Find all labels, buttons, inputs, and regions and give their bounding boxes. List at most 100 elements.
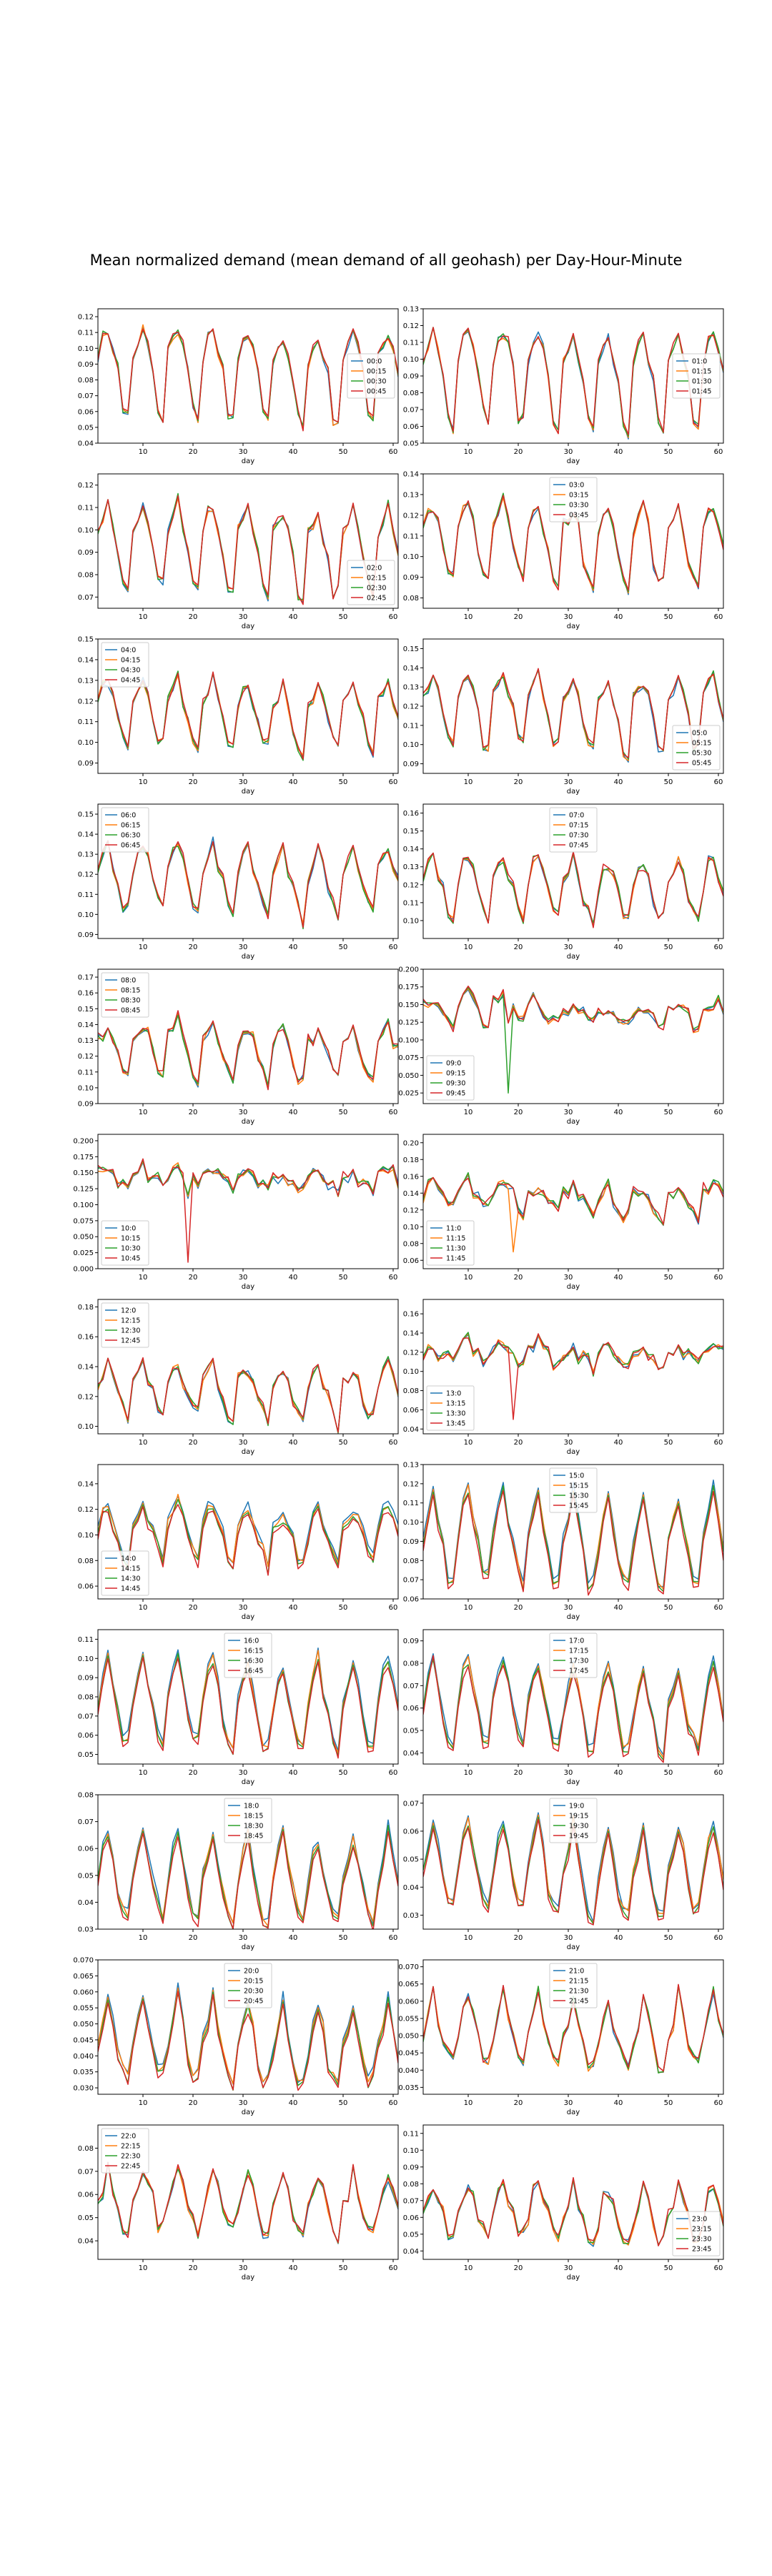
series-group bbox=[98, 324, 398, 432]
x-tick-label: 50 bbox=[664, 1934, 673, 1942]
y-tick-label: 0.16 bbox=[78, 1334, 94, 1342]
y-tick-label: 0.14 bbox=[403, 846, 419, 853]
legend-entry: 03:30 bbox=[569, 502, 588, 510]
legend: 04:0 04:15 04:30 04:45 bbox=[101, 642, 149, 688]
axes-frame bbox=[97, 969, 399, 1104]
series-line-10:30 bbox=[98, 1159, 398, 1197]
y-tick-label: 0.045 bbox=[73, 2036, 94, 2044]
series-group bbox=[98, 1493, 398, 1576]
series-line-13:45 bbox=[423, 1333, 723, 1420]
y-tick-label: 0.150 bbox=[73, 1169, 94, 1177]
y-tick-label: 0.09 bbox=[78, 760, 94, 768]
y-tick-label: 0.09 bbox=[403, 761, 419, 768]
y-tick-label: 0.03 bbox=[78, 1926, 94, 1934]
y-tick-label: 0.12 bbox=[403, 322, 419, 330]
x-axis-label: day bbox=[567, 1943, 580, 1951]
series-group bbox=[98, 1356, 398, 1434]
y-tick-label: 0.18 bbox=[78, 1304, 94, 1312]
y-tick-label: 0.10 bbox=[403, 741, 419, 749]
subplot: 10 20 30 40 50 60day0.040.050.060.070.0822:02… bbox=[78, 2124, 399, 2282]
subplot: 10 20 30 40 50 60 day 0.000 0.025 0.050 0.075 0.100… bbox=[73, 1134, 399, 1291]
legend-entry: 15:0 bbox=[569, 1472, 584, 1480]
x-tick-label: 60 bbox=[389, 1769, 398, 1777]
legend-box bbox=[347, 560, 395, 605]
x-tick-label: 60 bbox=[714, 943, 723, 951]
legend-entry: 09:15 bbox=[446, 1070, 465, 1078]
y-tick-label: 0.08 bbox=[403, 1557, 419, 1565]
legend-box bbox=[549, 807, 598, 853]
x-axis-label: day bbox=[567, 788, 580, 796]
y-tick-label: 0.06 bbox=[78, 1846, 94, 1853]
x-tick-label: 10 bbox=[139, 448, 148, 456]
legend: 14:0 14:15 14:30 14:45 bbox=[101, 1550, 149, 1596]
y-tick-label: 0.070 bbox=[398, 1963, 419, 1971]
legend-entry: 13:30 bbox=[446, 1410, 465, 1418]
legend-entry: 13:0 bbox=[446, 1390, 461, 1398]
x-tick-label: 60 bbox=[389, 778, 398, 786]
y-tick-label: 0.10 bbox=[403, 553, 419, 561]
legend-entry: 04:15 bbox=[121, 657, 140, 665]
legend: 13:0 13:15 13:30 13:45 bbox=[426, 1385, 475, 1431]
legend-entry: 23:30 bbox=[692, 2236, 711, 2244]
subplot: 10 20 30 40 50 60 day 0.05 0.06 0.07 0.08 0.09 0.10 0… bbox=[78, 1629, 399, 1786]
legend: 07:0 07:15 07:30 07:45 bbox=[549, 807, 598, 853]
subplot: 10 20 30 40 50 60 day 0.04 0.05 0.06 0.07 0.08 0.09 0… bbox=[403, 2124, 724, 2282]
y-tick-label: 0.04 bbox=[78, 440, 94, 448]
x-tick-label: 10 bbox=[139, 1439, 148, 1447]
legend: 19:0 19:15 19:30 19:45 bbox=[549, 1798, 598, 1843]
legend-box bbox=[672, 353, 721, 399]
legend-entry: 08:15 bbox=[121, 987, 140, 995]
legend-entry: 23:15 bbox=[692, 2226, 711, 2234]
legend: 08:0 08:15 08:30 08:45 bbox=[101, 972, 149, 1018]
legend-box bbox=[426, 1220, 475, 1266]
subplot: 10 20 30 40 50 60day0.060.080.100.120.1414:01… bbox=[78, 1464, 399, 1621]
x-tick-label: 30 bbox=[239, 943, 248, 951]
x-tick-label: 10 bbox=[464, 613, 473, 621]
x-tick-label: 20 bbox=[189, 613, 198, 621]
x-axis-label: day bbox=[242, 953, 254, 961]
x-tick-label: 60 bbox=[389, 613, 398, 621]
x-axis-label: day bbox=[242, 1943, 254, 1951]
series-group bbox=[423, 851, 723, 928]
y-tick-label: 0.05 bbox=[78, 1751, 94, 1759]
series-group bbox=[98, 1158, 398, 1263]
y-tick-label: 0.12 bbox=[403, 1207, 419, 1214]
y-tick-label: 0.14 bbox=[403, 665, 419, 673]
legend-entry: 23:0 bbox=[692, 2216, 707, 2224]
x-tick-label: 40 bbox=[289, 1109, 298, 1116]
subplot: 10 20 30 40 50 60 day 0.06 0.08 0.10 0.12 0.14 0.16 0… bbox=[403, 1134, 724, 1291]
y-tick-label: 0.11 bbox=[78, 1636, 94, 1644]
legend: 11:0 11:15 11:30 11:45 bbox=[426, 1220, 475, 1266]
y-tick-label: 0.11 bbox=[78, 505, 94, 512]
x-tick-label: 30 bbox=[239, 1274, 248, 1282]
x-tick-label: 50 bbox=[664, 1274, 673, 1282]
legend-entry: 22:0 bbox=[121, 2133, 136, 2141]
y-tick-label: 0.08 bbox=[78, 1694, 94, 1702]
y-tick-label: 0.09 bbox=[403, 373, 419, 381]
x-tick-label: 50 bbox=[339, 1604, 348, 1612]
x-tick-label: 10 bbox=[464, 448, 473, 456]
y-tick-label: 0.07 bbox=[403, 2197, 419, 2205]
legend-box bbox=[101, 1220, 149, 1266]
legend-entry: 05:30 bbox=[692, 750, 711, 758]
y-tick-label: 0.150 bbox=[398, 1001, 419, 1009]
legend-box bbox=[549, 1798, 598, 1843]
y-tick-label: 0.09 bbox=[403, 1538, 419, 1546]
x-tick-label: 10 bbox=[139, 1769, 148, 1777]
y-tick-label: 0.14 bbox=[78, 1021, 94, 1029]
series-line-04:45 bbox=[98, 671, 398, 760]
y-tick-label: 0.07 bbox=[403, 1577, 419, 1585]
x-tick-label: 60 bbox=[389, 1109, 398, 1116]
y-tick-label: 0.04 bbox=[403, 1750, 419, 1758]
legend-entry: 00:15 bbox=[367, 368, 386, 376]
x-tick-label: 10 bbox=[464, 1769, 473, 1777]
x-axis-label: day bbox=[567, 1118, 580, 1126]
x-tick-label: 50 bbox=[339, 448, 348, 456]
subplot: 10 20 30 40 50 60 day 0.06 0.07 0.08 0.09 0.10 0.11 0… bbox=[403, 1462, 724, 1621]
x-tick-label: 60 bbox=[714, 1439, 723, 1447]
y-tick-label: 0.11 bbox=[78, 718, 94, 726]
y-tick-label: 0.12 bbox=[78, 698, 94, 705]
x-tick-label: 50 bbox=[339, 613, 348, 621]
x-axis-label: day bbox=[242, 1613, 254, 1621]
y-tick-label: 0.06 bbox=[403, 1705, 419, 1713]
